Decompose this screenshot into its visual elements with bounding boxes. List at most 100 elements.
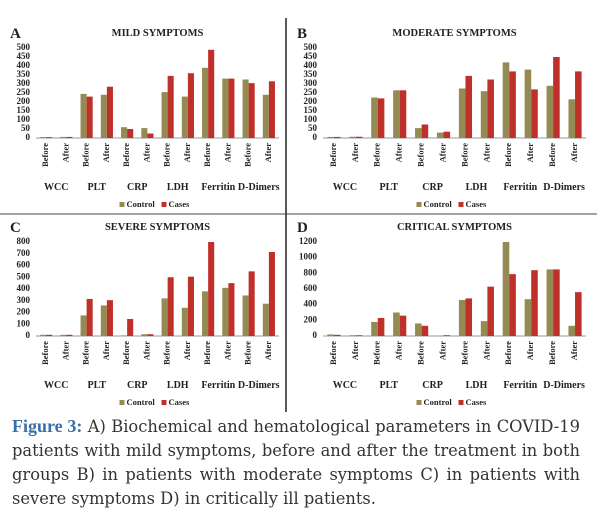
y-tick-label: 100 — [304, 114, 318, 124]
group-label: Ferritin — [201, 182, 235, 193]
bar — [487, 79, 494, 138]
x-tick-label: Before — [503, 341, 513, 365]
y-tick-label: 200 — [304, 96, 318, 106]
y-tick-label: 0 — [26, 132, 31, 142]
bar — [121, 335, 128, 336]
x-tick-label: Before — [328, 341, 338, 365]
x-tick-label: After — [263, 143, 273, 163]
bar — [228, 78, 235, 138]
x-tick-label: Before — [40, 143, 50, 167]
bar — [371, 97, 378, 138]
x-tick-label: After — [525, 143, 535, 163]
bar — [228, 283, 235, 336]
group-label: PLT — [87, 182, 106, 193]
x-tick-label: Before — [547, 143, 557, 167]
legend-label: Control — [424, 199, 453, 209]
x-tick-label: Before — [372, 143, 382, 167]
y-tick-label: 600 — [304, 283, 318, 293]
bar — [202, 67, 209, 138]
y-tick-label: 300 — [17, 295, 31, 305]
group-label: Ferritin — [503, 380, 537, 391]
y-tick-label: 1200 — [299, 236, 318, 246]
x-tick-label: Before — [416, 341, 426, 365]
bar — [248, 271, 255, 336]
bar — [355, 335, 363, 336]
bar — [458, 88, 466, 138]
bar — [80, 315, 87, 336]
y-tick-label: 50 — [308, 123, 318, 133]
bar — [80, 93, 87, 138]
bar — [553, 57, 560, 138]
y-tick-label: 300 — [17, 78, 31, 88]
group-label: PLT — [87, 380, 106, 391]
legend-swatch — [161, 202, 167, 207]
panel-label: D — [297, 220, 308, 236]
group-label: PLT — [379, 182, 398, 193]
bar — [106, 86, 113, 138]
x-tick-label: After — [437, 143, 447, 163]
bar — [531, 270, 538, 336]
legend-swatch — [119, 400, 125, 405]
bar — [465, 298, 473, 336]
bar — [531, 89, 538, 138]
x-tick-label: After — [569, 341, 579, 361]
bar — [524, 69, 532, 138]
legend-swatch — [119, 202, 125, 207]
group-label: D-Dimers — [238, 182, 280, 193]
bar — [40, 137, 47, 138]
bar — [147, 334, 154, 336]
bar — [575, 71, 582, 138]
bar — [546, 269, 554, 336]
y-tick-label: 150 — [304, 105, 318, 115]
y-tick-label: 300 — [304, 78, 318, 88]
y-tick-label: 0 — [313, 330, 318, 340]
bar — [167, 75, 174, 138]
bar — [40, 334, 47, 336]
group-label: WCC — [44, 380, 68, 391]
legend-label: Control — [424, 397, 453, 407]
caption-text: A) Biochemical and hematological paramet… — [12, 417, 580, 508]
legend-swatch — [458, 202, 464, 207]
bar — [327, 334, 334, 336]
bar — [355, 136, 363, 138]
group-label: CRP — [422, 380, 443, 391]
legend-label: Cases — [466, 199, 487, 209]
bar — [268, 251, 275, 336]
x-tick-label: Before — [372, 341, 382, 365]
y-tick-label: 200 — [17, 96, 31, 106]
bar — [248, 83, 255, 138]
y-tick-label: 1000 — [299, 252, 318, 262]
x-tick-label: After — [350, 341, 360, 361]
x-tick-label: After — [222, 143, 232, 163]
x-tick-label: Before — [40, 341, 50, 365]
bar — [121, 127, 128, 138]
bar — [202, 291, 209, 336]
bar — [141, 334, 148, 336]
bar — [208, 49, 215, 138]
y-tick-label: 250 — [304, 87, 318, 97]
legend-swatch — [458, 400, 464, 405]
figure: A MILD SYMPTOMS05010015020025030035040045… — [0, 18, 597, 412]
bar — [443, 335, 451, 336]
x-tick-label: After — [101, 143, 111, 163]
x-tick-label: After — [394, 143, 404, 163]
bar — [568, 325, 576, 336]
group-label: Ferritin — [503, 182, 537, 193]
y-tick-label: 350 — [17, 69, 31, 79]
bar — [141, 128, 148, 138]
x-tick-label: After — [182, 143, 192, 163]
x-tick-label: Before — [81, 143, 91, 167]
bar — [509, 274, 516, 336]
bar — [187, 73, 194, 138]
legend-swatch — [161, 400, 167, 405]
y-tick-label: 400 — [304, 60, 318, 70]
bar — [66, 136, 73, 138]
x-tick-label: After — [141, 143, 151, 163]
bar — [443, 131, 451, 138]
bar — [86, 298, 93, 336]
x-tick-label: After — [394, 341, 404, 361]
bar — [167, 277, 174, 336]
x-tick-label: Before — [162, 341, 172, 365]
x-tick-label: After — [60, 143, 70, 163]
x-tick-label: After — [481, 143, 491, 163]
